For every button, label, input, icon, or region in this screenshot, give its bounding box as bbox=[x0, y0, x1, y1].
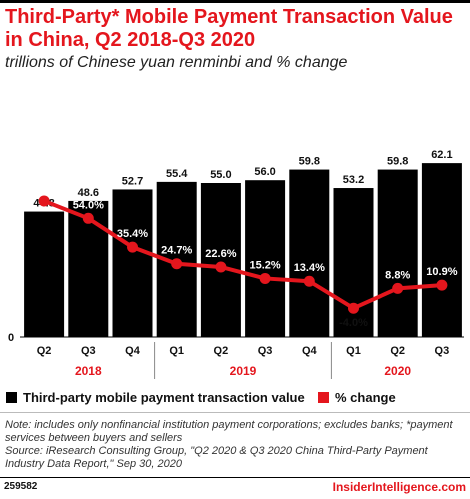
bar-value-label: 62.1 bbox=[431, 149, 452, 161]
line-value-label: 54.0% bbox=[73, 199, 104, 211]
x-tick-label: Q3 bbox=[81, 345, 96, 357]
bar-value-label: 56.0 bbox=[254, 166, 275, 178]
bar bbox=[333, 188, 374, 337]
line-point bbox=[215, 261, 227, 273]
top-rule bbox=[0, 0, 470, 3]
x-tick-label: Q3 bbox=[435, 345, 450, 357]
line-point bbox=[392, 282, 404, 294]
line-value-label: 13.4% bbox=[294, 262, 325, 274]
legend-swatch-bars bbox=[6, 392, 17, 403]
bar-value-label: 53.2 bbox=[343, 174, 364, 186]
line-value-label: 10.9% bbox=[426, 266, 457, 278]
x-tick-label: Q1 bbox=[346, 345, 361, 357]
line-value-label: 15.2% bbox=[249, 259, 280, 271]
line-value-label: 24.7% bbox=[161, 245, 192, 257]
bar bbox=[377, 169, 418, 337]
line-point bbox=[348, 302, 359, 314]
y-axis-zero-label: 0 bbox=[8, 332, 14, 344]
bar bbox=[245, 180, 286, 337]
year-group-label: 2018 bbox=[75, 364, 102, 378]
legend-item-line: % change bbox=[318, 390, 396, 405]
bar-value-label: 52.7 bbox=[122, 175, 143, 187]
chart-title: Third-Party* Mobile Payment Transaction … bbox=[5, 6, 453, 51]
line-point bbox=[82, 212, 94, 224]
legend-swatch-line bbox=[318, 392, 329, 403]
bar-value-label: 55.0 bbox=[210, 169, 231, 181]
bar bbox=[200, 183, 241, 337]
legend-label-bars: Third-party mobile payment transaction v… bbox=[23, 390, 305, 405]
line-value-label: 8.8% bbox=[385, 269, 410, 281]
legend-label-line: % change bbox=[335, 390, 396, 405]
x-tick-label: Q1 bbox=[169, 345, 184, 357]
x-tick-label: Q2 bbox=[390, 345, 405, 357]
chart-subtitle: trillions of Chinese yuan renminbi and %… bbox=[5, 54, 348, 71]
bar-value-label: 59.8 bbox=[299, 156, 320, 168]
bar bbox=[112, 189, 153, 337]
line-point bbox=[171, 258, 183, 270]
legend-item-bars: Third-party mobile payment transaction v… bbox=[6, 390, 305, 405]
line-value-label: 22.6% bbox=[205, 248, 236, 260]
brand-logo: InsiderIntelligence.com bbox=[332, 480, 466, 494]
footer: 259582 InsiderIntelligence.com bbox=[0, 477, 470, 499]
chart-plot: 44.848.652.755.455.056.059.853.259.862.1… bbox=[8, 149, 464, 379]
line-point bbox=[127, 241, 138, 253]
x-tick-label: Q4 bbox=[302, 345, 318, 357]
x-tick-label: Q3 bbox=[258, 345, 273, 357]
bar bbox=[289, 169, 330, 337]
bar-value-label: 48.6 bbox=[78, 187, 99, 199]
year-group-label: 2020 bbox=[384, 364, 411, 378]
line-point bbox=[436, 279, 448, 291]
legend-divider bbox=[0, 412, 470, 413]
x-tick-label: Q4 bbox=[125, 345, 141, 357]
source-text: Source: iResearch Consulting Group, "Q2 … bbox=[5, 445, 428, 470]
line-point bbox=[259, 272, 271, 284]
line-value-label: 35.4% bbox=[117, 228, 148, 240]
notes: Note: includes only nonfinancial institu… bbox=[5, 419, 465, 471]
bar-value-label: 59.8 bbox=[387, 156, 408, 168]
year-group-label: 2019 bbox=[230, 364, 257, 378]
bar bbox=[24, 211, 65, 337]
line-point bbox=[303, 275, 315, 287]
bar-value-label: 55.4 bbox=[166, 168, 188, 180]
bar bbox=[421, 163, 462, 337]
chart-id: 259582 bbox=[4, 481, 38, 492]
line-value-label: -4.0% bbox=[339, 317, 368, 329]
x-tick-label: Q2 bbox=[37, 345, 52, 357]
x-tick-label: Q2 bbox=[214, 345, 229, 357]
line-point bbox=[38, 195, 50, 207]
line-series bbox=[43, 199, 443, 311]
note-text: Note: includes only nonfinancial institu… bbox=[5, 419, 453, 444]
line-value-label: 65.2% bbox=[28, 182, 59, 194]
